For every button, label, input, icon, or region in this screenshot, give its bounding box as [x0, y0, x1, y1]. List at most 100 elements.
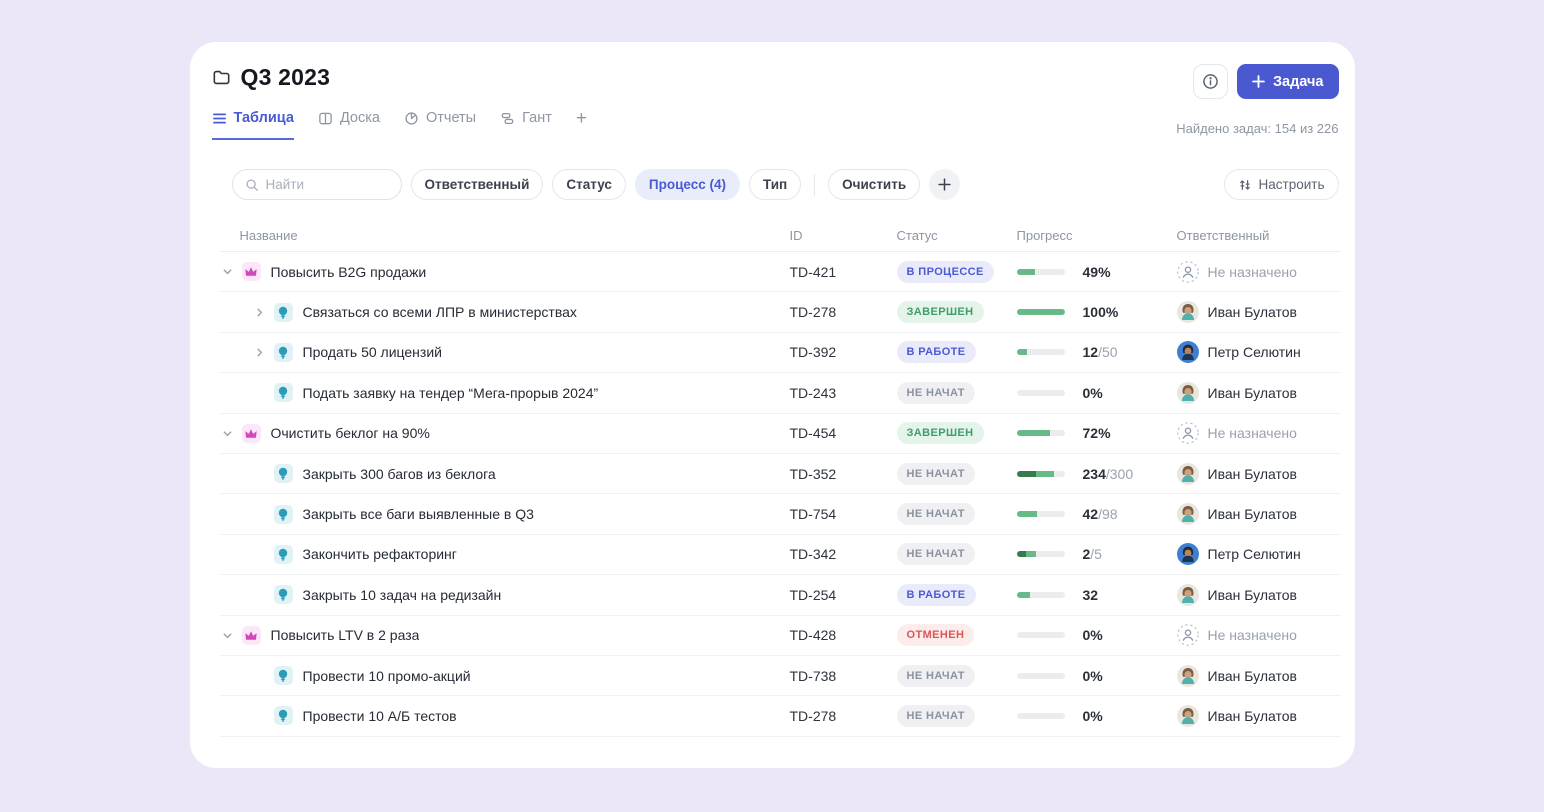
assignee-name: Иван Булатов [1207, 506, 1297, 523]
task-title[interactable]: Провести 10 А/Б тестов [302, 707, 457, 724]
task-id: TD-428 [789, 627, 837, 644]
search-box[interactable] [231, 169, 402, 200]
assignee-name: Не назначено [1207, 425, 1297, 442]
status-badge: НЕ НАЧАТ [896, 503, 975, 526]
table-row[interactable]: Провести 10 промо-акций TD-738 НЕ НАЧАТ … [219, 656, 1341, 697]
tab-gantt[interactable]: Гант [500, 110, 552, 140]
task-id: TD-352 [789, 465, 837, 482]
table-row[interactable]: Связаться со всеми ЛПР в министерствах T… [219, 292, 1341, 333]
tab-label: Отчеты [425, 110, 477, 126]
progress-value: 2 [1082, 546, 1091, 563]
tab-board[interactable]: Доска [318, 110, 380, 140]
search-input[interactable] [265, 177, 389, 192]
divider [814, 173, 816, 196]
task-title[interactable]: Закрыть 300 багов из беклога [302, 465, 496, 482]
task-title[interactable]: Закрыть 10 задач на редизайн [302, 586, 502, 603]
filter-chip[interactable]: Ответственный [410, 169, 544, 200]
table-icon [212, 111, 227, 126]
task-title[interactable]: Повысить LTV в 2 раза [270, 627, 420, 644]
status-badge: ЗАВЕРШЕН [896, 301, 984, 324]
progress-text: 2/5 [1083, 546, 1102, 562]
task-id: TD-392 [789, 344, 837, 361]
add-task-label: Задача [1272, 73, 1324, 90]
card-header: Q3 2023 Таблица Доска [190, 42, 1355, 142]
progress-text: 32 [1083, 587, 1099, 603]
add-task-button[interactable]: Задача [1236, 64, 1339, 99]
filter-chip[interactable]: Статус [552, 169, 626, 200]
task-title[interactable]: Связаться со всеми ЛПР в министерствах [302, 304, 577, 321]
title-row: Q3 2023 [212, 64, 587, 91]
progress-value: 32 [1082, 586, 1099, 603]
assignee-avatar [1177, 463, 1199, 485]
expand-toggle[interactable] [220, 266, 236, 277]
progress-value: 42 [1082, 506, 1099, 523]
configure-button[interactable]: Настроить [1223, 169, 1339, 200]
assignee-avatar [1177, 301, 1199, 323]
progress-total: /300 [1105, 465, 1134, 482]
tab-pie[interactable]: Отчеты [404, 110, 476, 140]
tab-label: Гант [522, 110, 552, 126]
task-title[interactable]: Очистить беклог на 90% [270, 425, 430, 442]
status-badge: ОТМЕНЕН [896, 624, 975, 647]
progress-value: 234 [1082, 465, 1106, 482]
found-tasks-count: Найдено задач: 154 из 226 [1176, 121, 1339, 136]
progress-text: 72% [1083, 425, 1111, 441]
clear-filters-button[interactable]: Очистить [828, 169, 921, 200]
table-row[interactable]: Подать заявку на тендер “Мега-прорыв 202… [219, 373, 1341, 414]
table-row[interactable]: Закрыть 300 багов из беклога TD-352 НЕ Н… [219, 454, 1341, 495]
table-row[interactable]: Продать 50 лицензий TD-392 В РАБОТЕ 12/5… [219, 333, 1341, 374]
assignee-name: Иван Булатов [1207, 384, 1297, 401]
task-title[interactable]: Закончить рефакторинг [302, 546, 457, 563]
table-row[interactable]: Повысить B2G продажи TD-421 В ПРОЦЕССЕ 4… [219, 252, 1341, 293]
task-bulb-icon [273, 302, 293, 322]
expand-toggle[interactable] [252, 347, 268, 358]
table-row[interactable]: Закончить рефакторинг TD-342 НЕ НАЧАТ 2/… [219, 535, 1341, 576]
table-row[interactable]: Закрыть 10 задач на редизайн TD-254 В РА… [219, 575, 1341, 616]
filter-toolbar: Ответственный Статус Процесс (4) Тип Очи… [231, 169, 1339, 200]
status-badge: НЕ НАЧАТ [896, 664, 975, 687]
unassigned-avatar-icon [1176, 260, 1199, 283]
assignee-name: Иван Булатов [1207, 667, 1297, 684]
filter-chip[interactable]: Процесс (4) [634, 169, 740, 200]
table-row[interactable]: Закрыть все баги выявленные в Q3 TD-754 … [219, 494, 1341, 535]
task-title[interactable]: Подать заявку на тендер “Мега-прорыв 202… [302, 384, 599, 401]
task-title[interactable]: Провести 10 промо-акций [302, 667, 471, 684]
add-view-button[interactable]: + [575, 108, 587, 129]
add-filter-button[interactable] [929, 169, 961, 200]
task-bulb-icon [273, 706, 293, 726]
table-row[interactable]: Провести 10 А/Б тестов TD-278 НЕ НАЧАТ 0… [219, 696, 1341, 737]
assignee-avatar [1177, 665, 1199, 687]
progress-value: 72% [1082, 425, 1111, 442]
progress-total: /98 [1098, 506, 1118, 523]
assignee-name: Иван Булатов [1207, 465, 1297, 482]
progress-bar [1016, 591, 1065, 598]
progress-bar [1016, 551, 1065, 558]
task-id: TD-243 [789, 384, 837, 401]
table-row[interactable]: Очистить беклог на 90% TD-454 ЗАВЕРШЕН 7… [219, 414, 1341, 454]
filter-chip[interactable]: Тип [748, 169, 802, 200]
assignee-avatar [1177, 584, 1199, 606]
status-badge: НЕ НАЧАТ [896, 462, 975, 485]
assignee-avatar [1177, 503, 1199, 525]
info-button[interactable] [1192, 64, 1228, 99]
progress-value: 49% [1082, 263, 1111, 280]
plus-icon [1252, 75, 1265, 88]
task-title[interactable]: Продать 50 лицензий [302, 344, 442, 361]
progress-value: 0% [1082, 667, 1103, 684]
progress-bar [1016, 268, 1065, 275]
status-badge: В ПРОЦЕССЕ [896, 260, 994, 283]
column-status: Статус [896, 227, 938, 243]
pie-chart-icon [404, 111, 419, 126]
task-bulb-icon [273, 585, 293, 605]
assignee-name: Иван Булатов [1207, 586, 1297, 603]
tab-table[interactable]: Таблица [211, 110, 294, 140]
task-id: TD-278 [789, 304, 837, 321]
progress-value: 100% [1082, 304, 1119, 321]
table-row[interactable]: Повысить LTV в 2 раза TD-428 ОТМЕНЕН 0% … [219, 616, 1341, 656]
expand-toggle[interactable] [220, 428, 236, 439]
expand-toggle[interactable] [220, 630, 236, 641]
expand-toggle[interactable] [252, 307, 268, 318]
task-title[interactable]: Повысить B2G продажи [270, 263, 427, 280]
task-title[interactable]: Закрыть все баги выявленные в Q3 [302, 506, 534, 523]
tab-label: Доска [339, 110, 380, 126]
